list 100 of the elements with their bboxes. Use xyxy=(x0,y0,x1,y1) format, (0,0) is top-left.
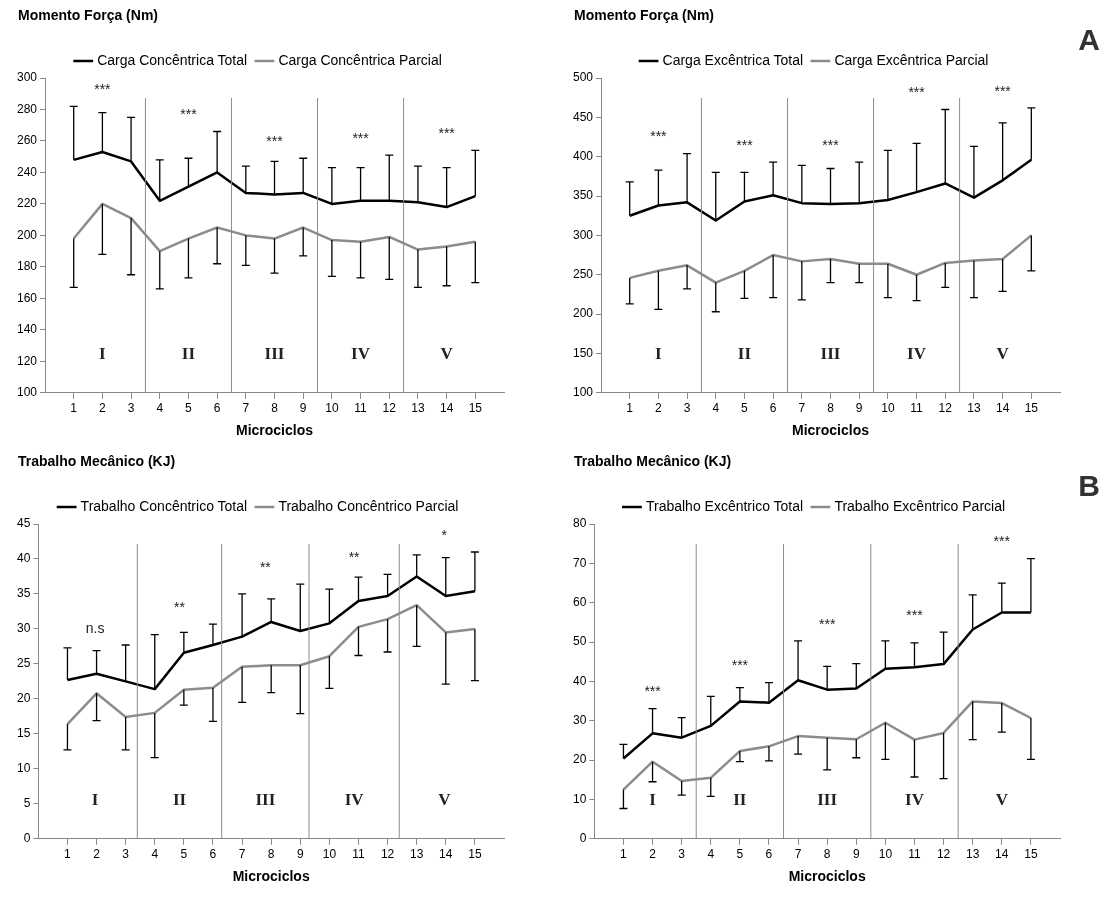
x-tick-label: 1 xyxy=(620,847,628,862)
annotation: II xyxy=(181,344,196,364)
x-tick-label: 8 xyxy=(267,847,275,862)
y-tick-label: 240 xyxy=(16,164,38,179)
x-axis-title: Microciclos xyxy=(236,422,314,439)
y-tick-label: 200 xyxy=(572,306,594,321)
annotation: ** xyxy=(259,559,272,576)
y-tick-label: 30 xyxy=(16,621,31,636)
y-tick-label: 400 xyxy=(572,149,594,164)
y-tick-label: 220 xyxy=(16,196,38,211)
y-tick-label: 80 xyxy=(572,516,587,531)
x-tick-label: 10 xyxy=(881,401,895,416)
x-tick-label: 9 xyxy=(296,847,304,862)
x-tick-label: 10 xyxy=(878,847,893,862)
x-tick-label: 14 xyxy=(995,847,1009,862)
x-tick-label: 2 xyxy=(655,401,663,416)
annotation: * xyxy=(441,526,448,543)
x-tick-label: 15 xyxy=(1024,401,1039,416)
x-tick-label: 15 xyxy=(1024,847,1038,862)
x-tick-label: 2 xyxy=(93,847,101,862)
annotation: III xyxy=(264,344,285,364)
y-axis-title: Trabalho Mecânico (KJ) xyxy=(574,452,733,470)
y-axis-title: Trabalho Mecânico (KJ) xyxy=(18,452,177,470)
annotation: V xyxy=(995,790,1009,810)
x-tick-label: 12 xyxy=(382,401,397,416)
x-tick-label: 13 xyxy=(410,847,424,862)
y-tick-label: 180 xyxy=(16,259,38,274)
y-tick-label: 200 xyxy=(16,227,38,242)
annotation: II xyxy=(737,344,752,364)
y-tick-label: 0 xyxy=(579,831,587,846)
y-axis-title: Momento Força (Nm) xyxy=(574,6,715,24)
x-tick-label: 1 xyxy=(64,847,72,862)
annotation: *** xyxy=(352,129,370,146)
y-tick-label: 15 xyxy=(16,726,31,741)
x-tick-label: 3 xyxy=(122,847,130,862)
y-tick-label: 35 xyxy=(16,586,31,601)
x-tick-label: 6 xyxy=(213,401,221,416)
x-tick-label: 2 xyxy=(649,847,657,862)
x-tick-label: 6 xyxy=(765,847,773,862)
y-tick-label: 120 xyxy=(16,353,38,368)
annotation: *** xyxy=(736,137,754,154)
y-tick-label: 20 xyxy=(572,752,587,767)
annotation: *** xyxy=(818,615,836,632)
annotation: IV xyxy=(905,790,925,810)
annotation: *** xyxy=(731,657,749,674)
annotation: *** xyxy=(906,607,924,624)
legend-label: Carga Excêntrica Total xyxy=(662,51,804,68)
legend-label: Carga Concêntrica Total xyxy=(97,51,248,68)
annotation: *** xyxy=(822,137,840,154)
annotation: *** xyxy=(644,683,662,700)
x-tick-label: 15 xyxy=(468,847,482,862)
annotation: I xyxy=(649,790,657,810)
annotation: ** xyxy=(348,549,361,566)
x-tick-label: 12 xyxy=(938,401,953,416)
y-tick-label: 140 xyxy=(16,322,38,337)
x-tick-label: 14 xyxy=(995,401,1010,416)
x-tick-label: 7 xyxy=(238,847,246,862)
annotation: *** xyxy=(994,82,1012,99)
y-tick-label: 500 xyxy=(572,70,594,85)
x-tick-label: 9 xyxy=(299,401,307,416)
y-tick-label: 300 xyxy=(572,227,594,242)
annotation: *** xyxy=(650,128,668,145)
annotation: IV xyxy=(351,344,371,364)
annotation: I xyxy=(91,790,99,810)
y-tick-label: 100 xyxy=(16,385,38,400)
x-tick-label: 11 xyxy=(354,401,368,416)
x-tick-label: 5 xyxy=(185,401,193,416)
x-tick-label: 5 xyxy=(741,401,749,416)
annotation: *** xyxy=(180,106,198,123)
annotation: II xyxy=(733,790,747,810)
x-tick-label: 12 xyxy=(936,847,951,862)
annotation: IV xyxy=(907,344,927,364)
annotation: III xyxy=(820,344,841,364)
y-tick-label: 100 xyxy=(572,385,594,400)
annotation: III xyxy=(817,790,838,810)
y-tick-label: 10 xyxy=(16,761,31,776)
x-tick-label: 7 xyxy=(798,401,806,416)
annotation: IV xyxy=(344,790,365,810)
y-tick-label: 60 xyxy=(572,595,587,610)
y-tick-label: 300 xyxy=(16,70,38,85)
x-tick-label: 8 xyxy=(823,847,831,862)
annotation: III xyxy=(255,790,276,810)
x-tick-label: 11 xyxy=(910,401,924,416)
x-tick-label: 2 xyxy=(99,401,107,416)
annotation: V xyxy=(438,790,452,810)
x-tick-label: 10 xyxy=(325,401,339,416)
x-tick-label: 9 xyxy=(852,847,860,862)
x-tick-label: 4 xyxy=(156,401,164,416)
y-axis-title: Momento Força (Nm) xyxy=(18,6,159,24)
x-tick-label: 7 xyxy=(242,401,250,416)
x-tick-label: 4 xyxy=(151,847,159,862)
y-tick-label: 25 xyxy=(16,656,31,671)
x-tick-label: 15 xyxy=(468,401,483,416)
x-tick-label: 10 xyxy=(322,847,337,862)
x-axis-title: Microciclos xyxy=(232,868,310,885)
legend-label: Trabalho Excêntrico Total xyxy=(645,497,804,514)
x-tick-label: 9 xyxy=(855,401,863,416)
y-tick-label: 40 xyxy=(572,673,587,688)
x-tick-label: 11 xyxy=(352,847,366,862)
x-tick-label: 14 xyxy=(439,847,453,862)
